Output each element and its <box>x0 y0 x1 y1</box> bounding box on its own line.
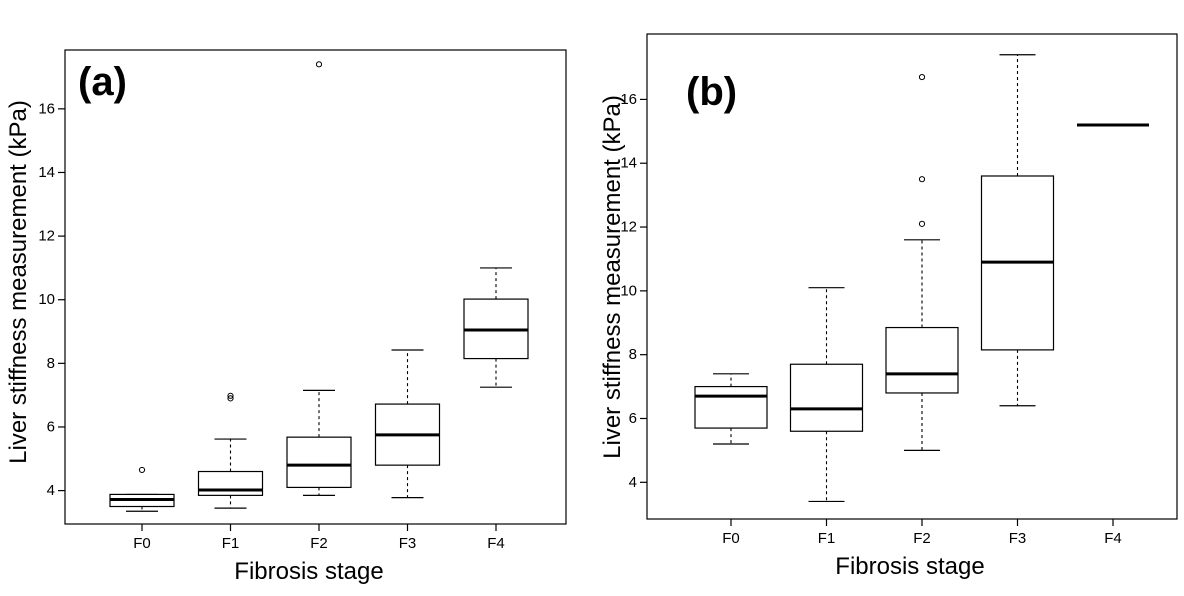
box-f0 <box>109 466 175 512</box>
box-f3 <box>980 54 1055 407</box>
box-f2 <box>885 73 959 451</box>
x-tick-label: F4 <box>1104 530 1122 547</box>
y-tick-label: 8 <box>47 355 55 372</box>
box-body <box>286 436 352 489</box>
y-tick-label: 4 <box>47 482 55 499</box>
y-axis-title: Liver stiffness measurement (kPa) <box>599 95 626 459</box>
y-tick-label: 14 <box>620 155 637 172</box>
chart-panel-b: (b) 4 6 8 10 12 14 16 F0 F1 F2 F3 F4 Fibrosis stag… <box>599 33 1178 580</box>
outlier-point <box>918 220 926 227</box>
panel-label: (b) <box>686 70 737 114</box>
y-tick-label: 16 <box>620 91 637 108</box>
box-f3 <box>374 349 441 499</box>
x-tick-label: F0 <box>722 530 740 547</box>
panel-label: (a) <box>78 60 127 104</box>
y-tick-label: 6 <box>629 410 637 427</box>
box-f2 <box>286 61 352 496</box>
y-tick-label: 12 <box>620 219 637 236</box>
y-axis: 4 6 8 10 12 14 16 <box>620 91 647 491</box>
x-axis: F0 F1 F2 F3 F4 <box>722 519 1122 547</box>
plot-frame <box>64 49 567 525</box>
box-f0 <box>694 373 768 445</box>
x-axis: F0 F1 F2 F3 F4 <box>133 524 505 552</box>
x-axis-title: Fibrosis stage <box>835 553 984 580</box>
x-tick-label: F4 <box>487 535 505 552</box>
plot-frame <box>646 33 1178 520</box>
box-f4 <box>463 267 529 388</box>
box-f1 <box>789 287 864 503</box>
y-tick-label: 10 <box>620 282 637 299</box>
x-tick-label: F3 <box>1009 530 1027 547</box>
box-body <box>789 363 864 432</box>
y-tick-label: 4 <box>629 474 637 491</box>
chart-panel-a: (a) 4 6 8 10 12 14 16 F0 F1 F2 F3 F4 Fibrosis stag… <box>5 49 567 585</box>
outlier-point <box>227 392 234 399</box>
x-tick-label: F1 <box>222 535 240 552</box>
outlier-point <box>138 466 146 474</box>
y-axis-title: Liver stiffness measurement (kPa) <box>5 100 32 464</box>
x-tick-label: F0 <box>133 535 151 552</box>
y-axis: 4 6 8 10 12 14 16 <box>38 100 65 499</box>
y-tick-label: 16 <box>38 100 55 117</box>
box-plot-marks <box>109 61 529 512</box>
box-plot-marks <box>694 54 1149 503</box>
y-tick-label: 6 <box>47 418 55 435</box>
y-tick-label: 8 <box>629 346 637 363</box>
x-tick-label: F2 <box>310 535 328 552</box>
x-tick-label: F3 <box>399 535 417 552</box>
y-tick-label: 12 <box>38 228 55 245</box>
y-tick-label: 10 <box>38 291 55 308</box>
outlier-point <box>315 61 323 68</box>
box-body <box>197 470 264 496</box>
y-tick-label: 14 <box>38 164 55 181</box>
box-body <box>694 385 768 429</box>
outlier-point <box>918 176 926 183</box>
outlier-point <box>227 395 234 402</box>
x-tick-label: F2 <box>913 530 931 547</box>
x-axis-title: Fibrosis stage <box>234 558 383 585</box>
box-body <box>885 326 959 394</box>
box-f1 <box>197 392 264 509</box>
x-tick-label: F1 <box>818 530 836 547</box>
outlier-point <box>918 73 926 81</box>
